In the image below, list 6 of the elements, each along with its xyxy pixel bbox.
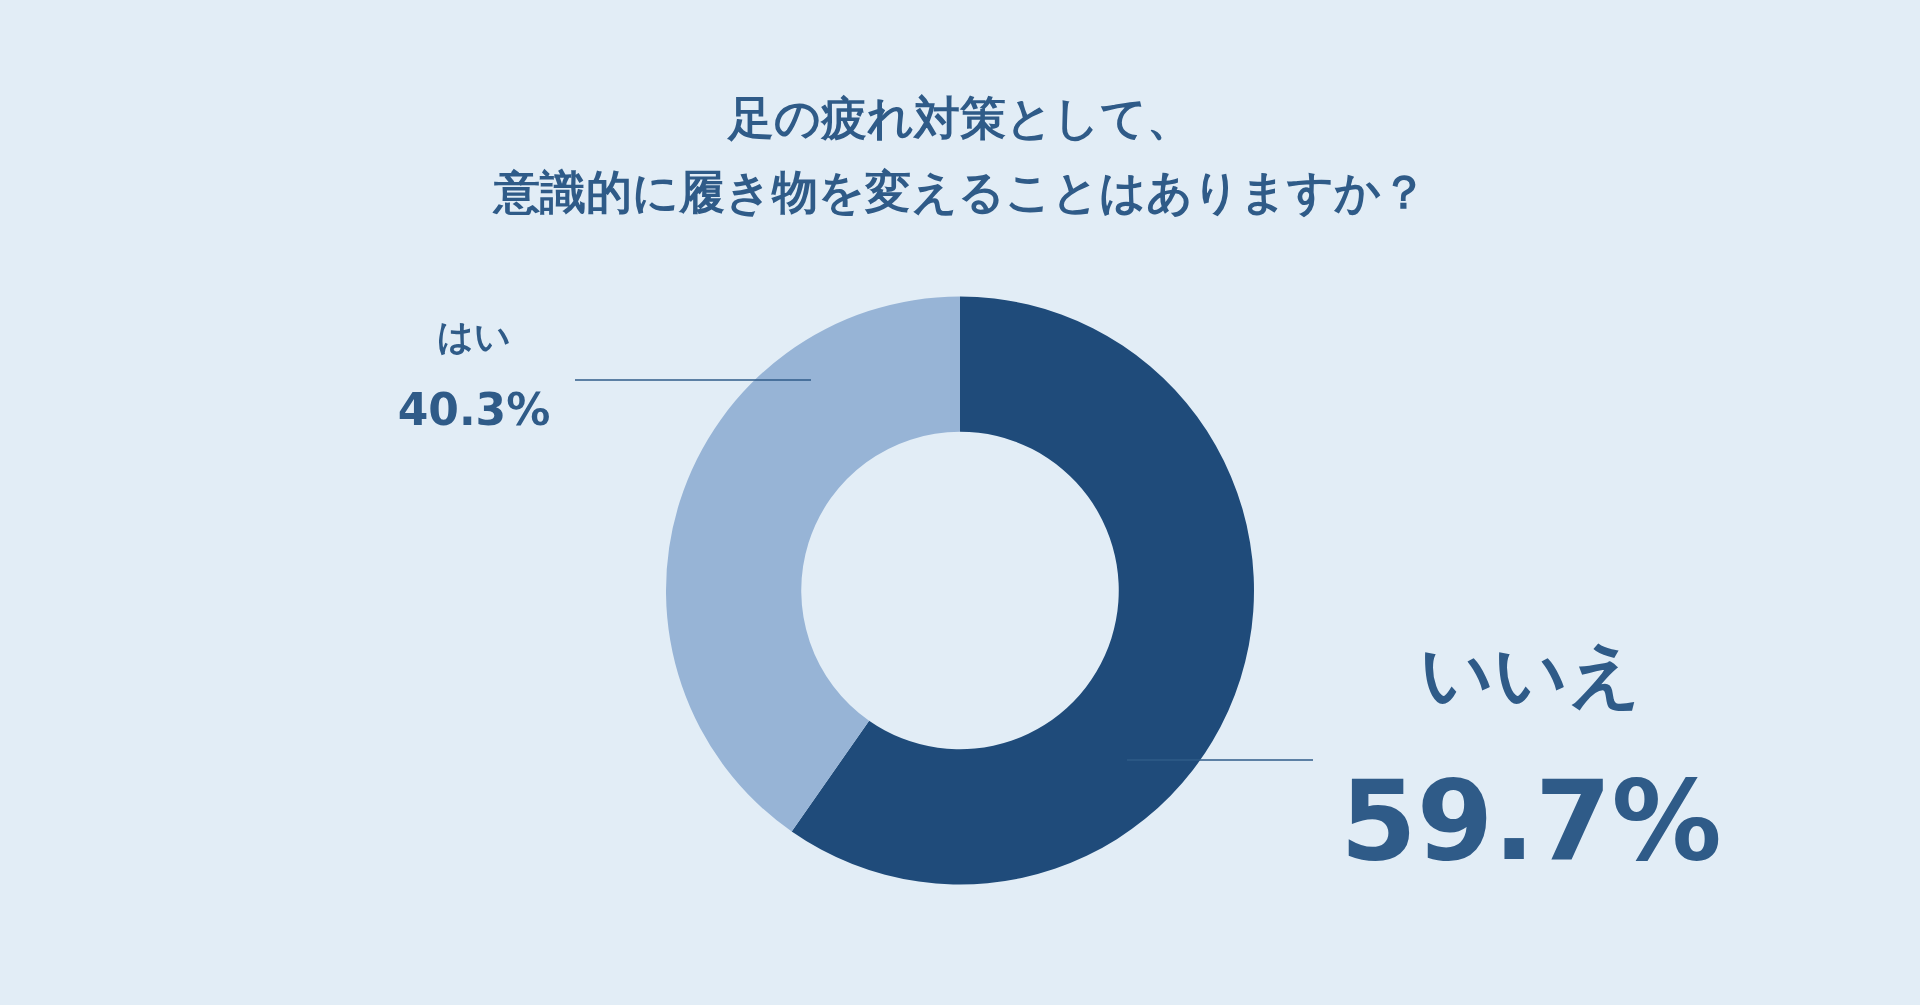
slice-label: いいえ xyxy=(1420,631,1642,716)
data-label: 40.3% xyxy=(397,384,551,436)
data-label: 59.7% xyxy=(1340,756,1722,885)
slice-label: はい xyxy=(437,316,511,358)
chart-title: 足の疲れ対策として、 xyxy=(725,90,1193,145)
chart-subtitle: 意識的に履き物を変えることはありますか？ xyxy=(491,164,1427,219)
